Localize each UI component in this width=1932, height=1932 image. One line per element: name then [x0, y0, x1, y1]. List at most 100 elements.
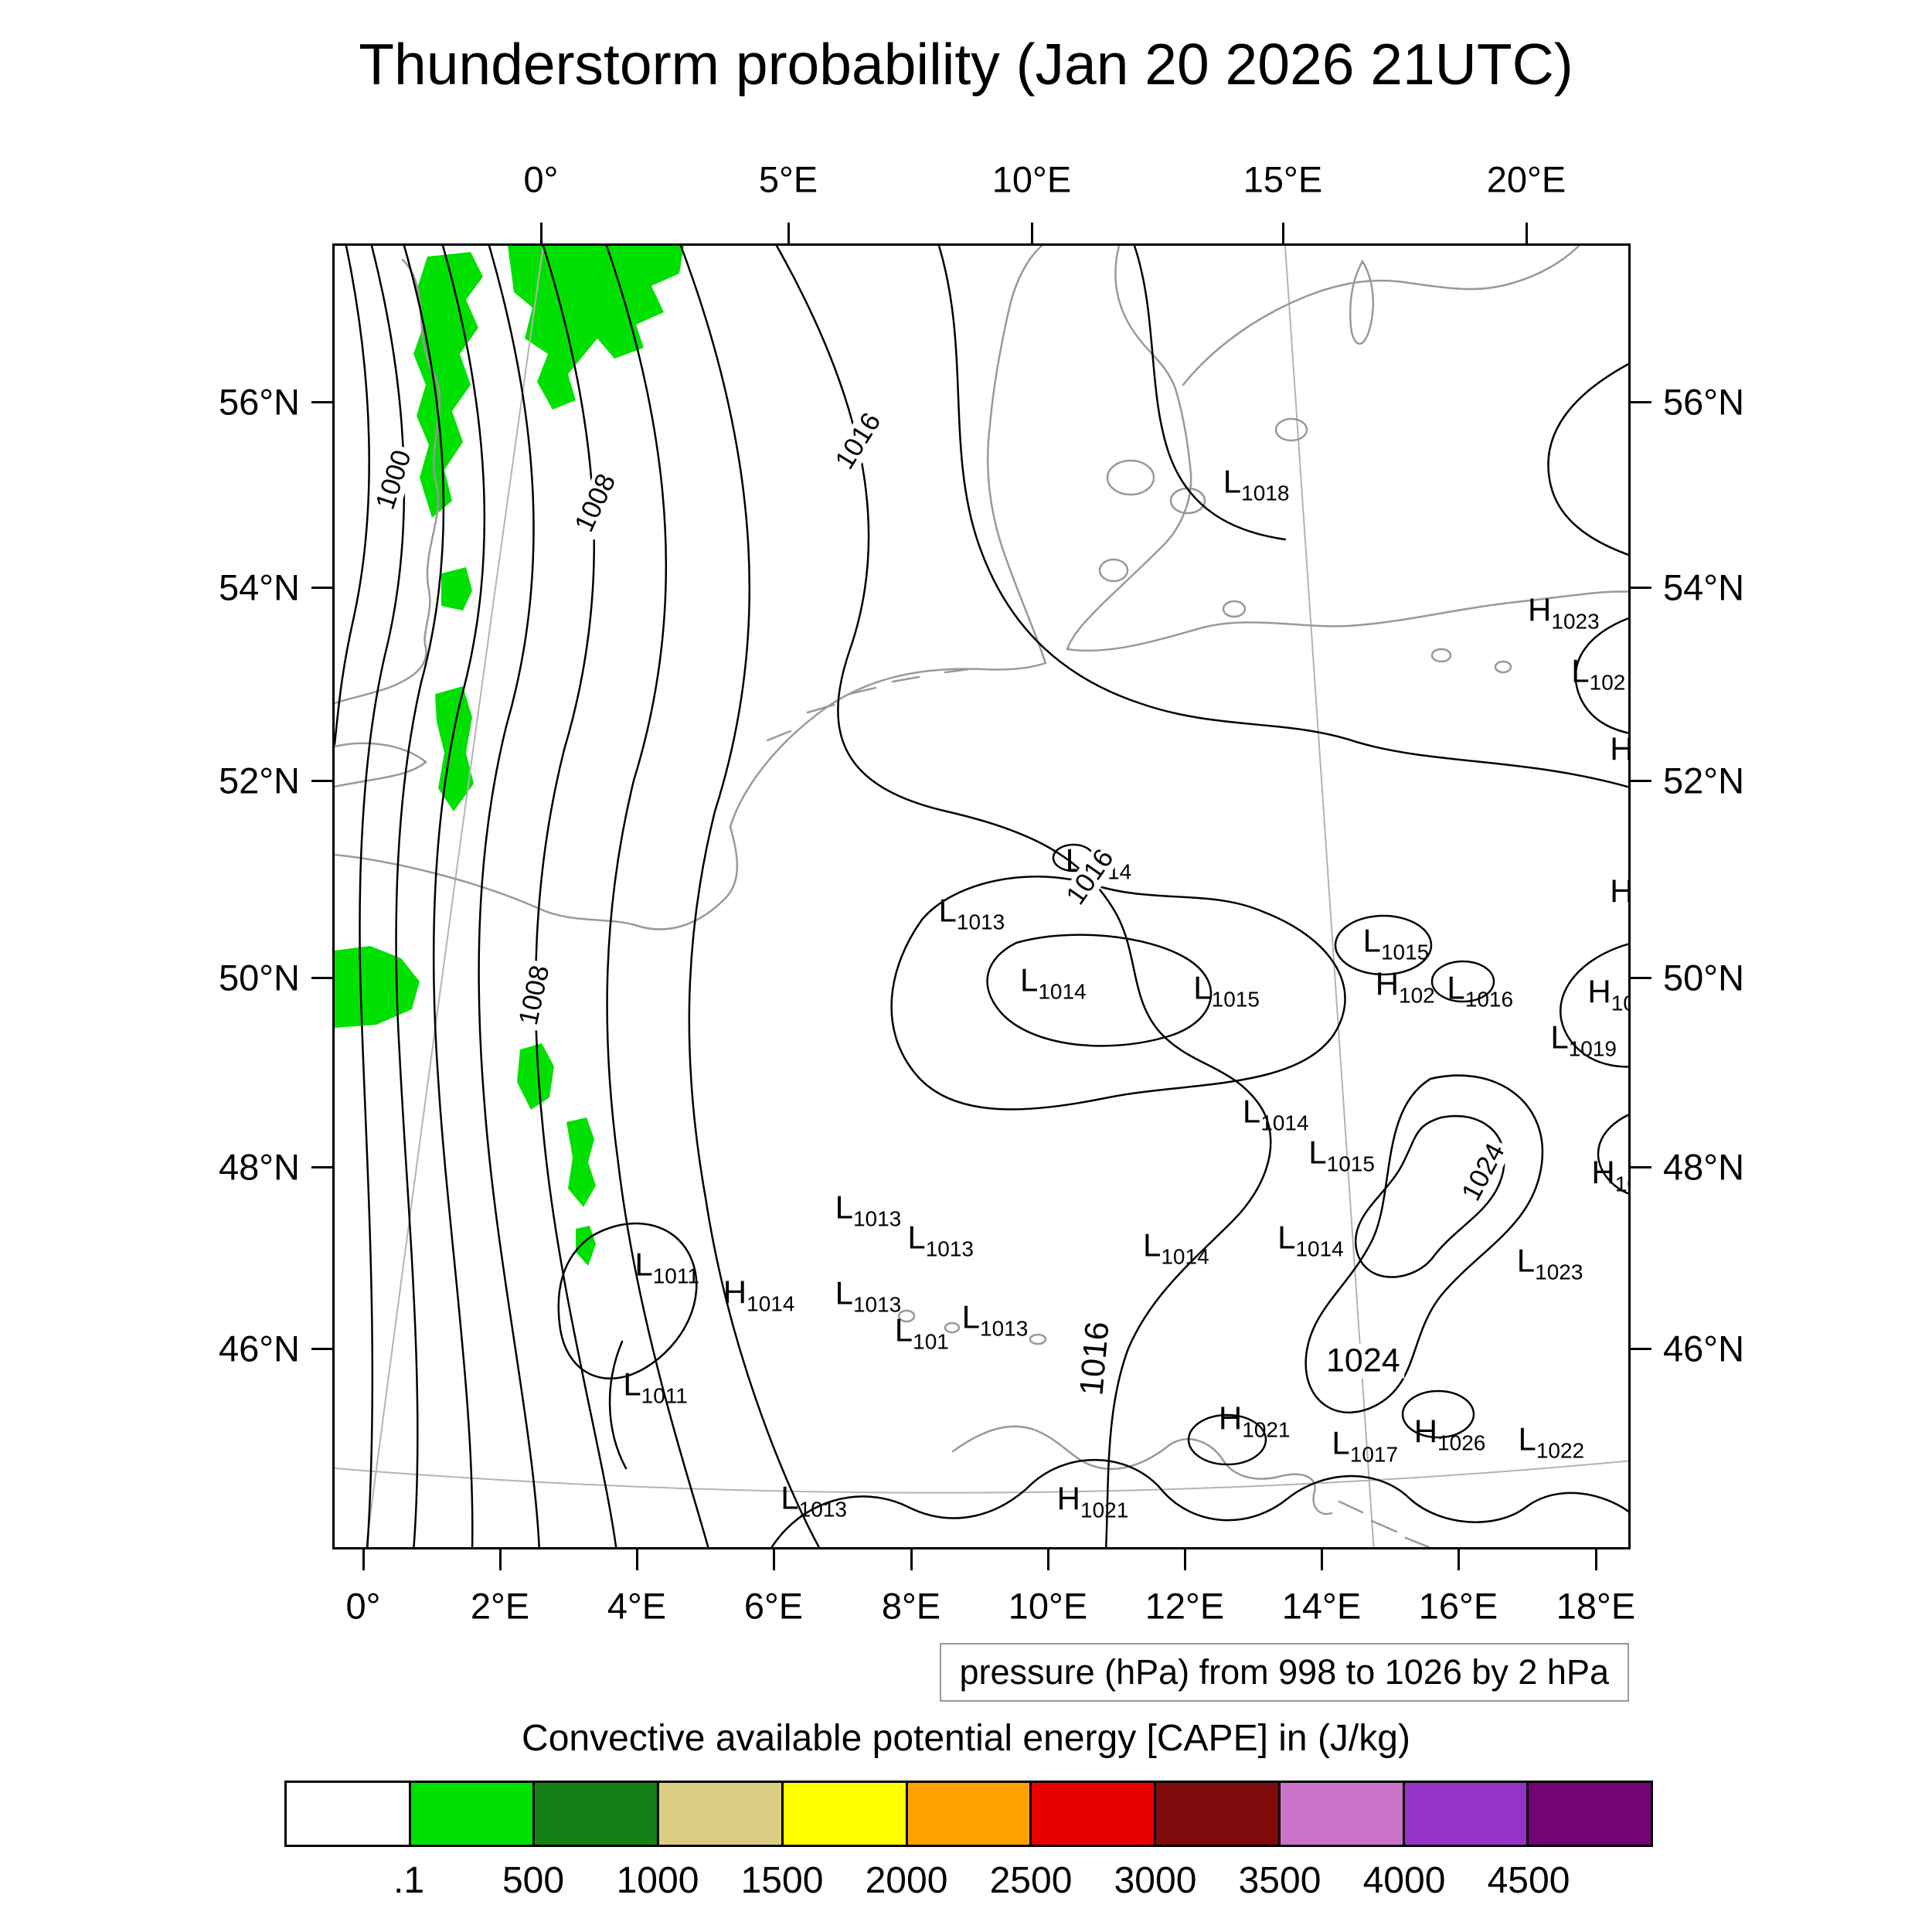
pressure-letter: L	[835, 1189, 853, 1226]
pressure-value: 1014	[1038, 979, 1087, 1003]
top-axis-label: 10°E	[992, 158, 1072, 200]
left-tick-mark	[311, 1347, 332, 1350]
coastline-lagoon-specks	[1222, 600, 1512, 674]
colorbar-cell	[410, 1783, 536, 1845]
bottom-tick-mark	[498, 1549, 502, 1570]
pressure-center-l: L1015	[1363, 924, 1430, 963]
pressure-value: 1016	[1464, 987, 1514, 1012]
pressure-center-l: L1011	[623, 1368, 688, 1408]
top-tick-mark	[1525, 223, 1528, 243]
pressure-center-l: L1015	[1308, 1134, 1375, 1175]
cape-patch	[517, 1043, 554, 1110]
pressure-letter: L	[938, 892, 957, 929]
colorbar-tick-label: 2000	[865, 1860, 948, 1901]
pressure-letter: L	[1550, 1019, 1569, 1056]
pressure-letter: L	[1193, 969, 1212, 1006]
pressure-center-l: L1014	[1277, 1221, 1344, 1260]
pressure-letter: H	[1610, 731, 1628, 767]
colorbar-cell	[1032, 1783, 1157, 1845]
pressure-center-h: H1014	[723, 1276, 795, 1315]
contour-path	[478, 246, 540, 1547]
cape-patch	[441, 567, 472, 611]
contour-path	[986, 934, 1213, 1047]
pressure-center-l: L1022	[1518, 1423, 1584, 1461]
coastline-baltic-islands	[1274, 260, 1375, 442]
right-tick-mark	[1631, 586, 1651, 589]
contour-path	[1187, 1413, 1267, 1466]
contour-label: 1008	[513, 959, 556, 1032]
pressure-value: 1026	[1437, 1430, 1486, 1455]
bottom-axis-label: 18°E	[1556, 1585, 1636, 1627]
coastline-adriatic-north	[951, 1425, 1333, 1515]
pressure-center-h: H10	[1591, 1156, 1628, 1195]
pressure-letter: L	[1223, 463, 1242, 500]
bottom-axis-label: 12°E	[1145, 1585, 1225, 1627]
left-tick-mark	[311, 586, 332, 589]
contour-path	[1334, 914, 1433, 976]
contour-path	[557, 1222, 698, 1379]
contour-path	[432, 246, 486, 1547]
right-axis-label: 52°N	[1663, 760, 1745, 801]
cape-patch	[508, 246, 684, 410]
contour-label: 1016	[828, 404, 889, 478]
contour-path-1024	[1304, 1074, 1544, 1413]
top-axis-label: 5°E	[758, 158, 818, 200]
contour-path	[1597, 1114, 1628, 1195]
pressure-value: 1017	[1349, 1442, 1399, 1467]
contour-label: 1024	[1321, 1343, 1404, 1379]
pressure-value: 1022	[1536, 1438, 1585, 1463]
right-axis-label: 54°N	[1663, 566, 1745, 608]
pressure-letter: L	[1447, 969, 1465, 1006]
pressure-value: 1014	[1260, 1111, 1309, 1135]
pressure-letter: H	[1528, 591, 1552, 628]
top-axis-label: 20°E	[1486, 158, 1566, 200]
contour-path	[1547, 362, 1628, 556]
pressure-letter: L	[1308, 1134, 1327, 1171]
contour-label: 1024	[1454, 1135, 1512, 1209]
pressure-center-h: H1026	[1414, 1415, 1486, 1454]
left-axis-label: 48°N	[218, 1146, 300, 1188]
colorbar-cell	[783, 1783, 908, 1845]
bottom-axis-label: 0°	[345, 1585, 381, 1627]
right-axis-label: 56°N	[1663, 381, 1745, 423]
pressure-center-h: H	[1610, 875, 1628, 914]
bottom-axis-label: 8°E	[881, 1585, 941, 1627]
bottom-axis-label: 2°E	[470, 1585, 530, 1627]
bottom-tick-mark	[1183, 1549, 1186, 1570]
right-axis-label: 46°N	[1663, 1328, 1745, 1369]
pressure-letter: H	[1218, 1400, 1243, 1437]
pressure-letter: L	[1571, 652, 1590, 689]
left-axis-label: 46°N	[218, 1328, 300, 1369]
right-axis-label: 48°N	[1663, 1146, 1745, 1188]
pressure-letter: H	[1587, 973, 1611, 1010]
contour-path	[1133, 246, 1287, 541]
colorbar-tick-label: 2500	[989, 1860, 1073, 1901]
pressure-value: 1011	[652, 1264, 699, 1288]
pressure-center-l: L1016	[1447, 971, 1513, 1010]
pressure-center-l: L1013	[835, 1189, 902, 1231]
pressure-value: 1015	[1380, 940, 1430, 964]
contour-label: 1000	[370, 443, 419, 517]
page-title: Thunderstorm probability (Jan 20 2026 21…	[359, 32, 1573, 97]
pressure-letter: L	[1518, 1420, 1536, 1458]
contour-path	[335, 246, 370, 746]
pressure-center-l: L1023	[1517, 1244, 1583, 1284]
pressure-caption-text: pressure (hPa) from 998 to 1026 by 2 hPa	[959, 1652, 1609, 1692]
pressure-center-l: L1014	[1020, 964, 1087, 1002]
pressure-center-l: L101	[895, 1314, 949, 1352]
pressure-value: 1023	[1551, 609, 1600, 634]
coastline-uk-east	[335, 258, 441, 705]
pressure-value: 1013	[852, 1206, 902, 1231]
left-tick-mark	[311, 779, 332, 782]
right-axis-label: 50°N	[1663, 957, 1745, 998]
bottom-tick-mark	[1046, 1549, 1049, 1570]
pressure-value: 1011	[641, 1383, 688, 1408]
pressure-center-l: L1015	[1193, 971, 1260, 1010]
pressure-value: 1013	[980, 1316, 1029, 1341]
left-axis-label: 50°N	[218, 957, 300, 998]
bottom-axis-label: 10°E	[1008, 1585, 1088, 1627]
top-tick-mark	[1030, 223, 1033, 243]
coastline-thames	[335, 742, 427, 788]
pressure-center-l: L102	[1571, 655, 1625, 694]
